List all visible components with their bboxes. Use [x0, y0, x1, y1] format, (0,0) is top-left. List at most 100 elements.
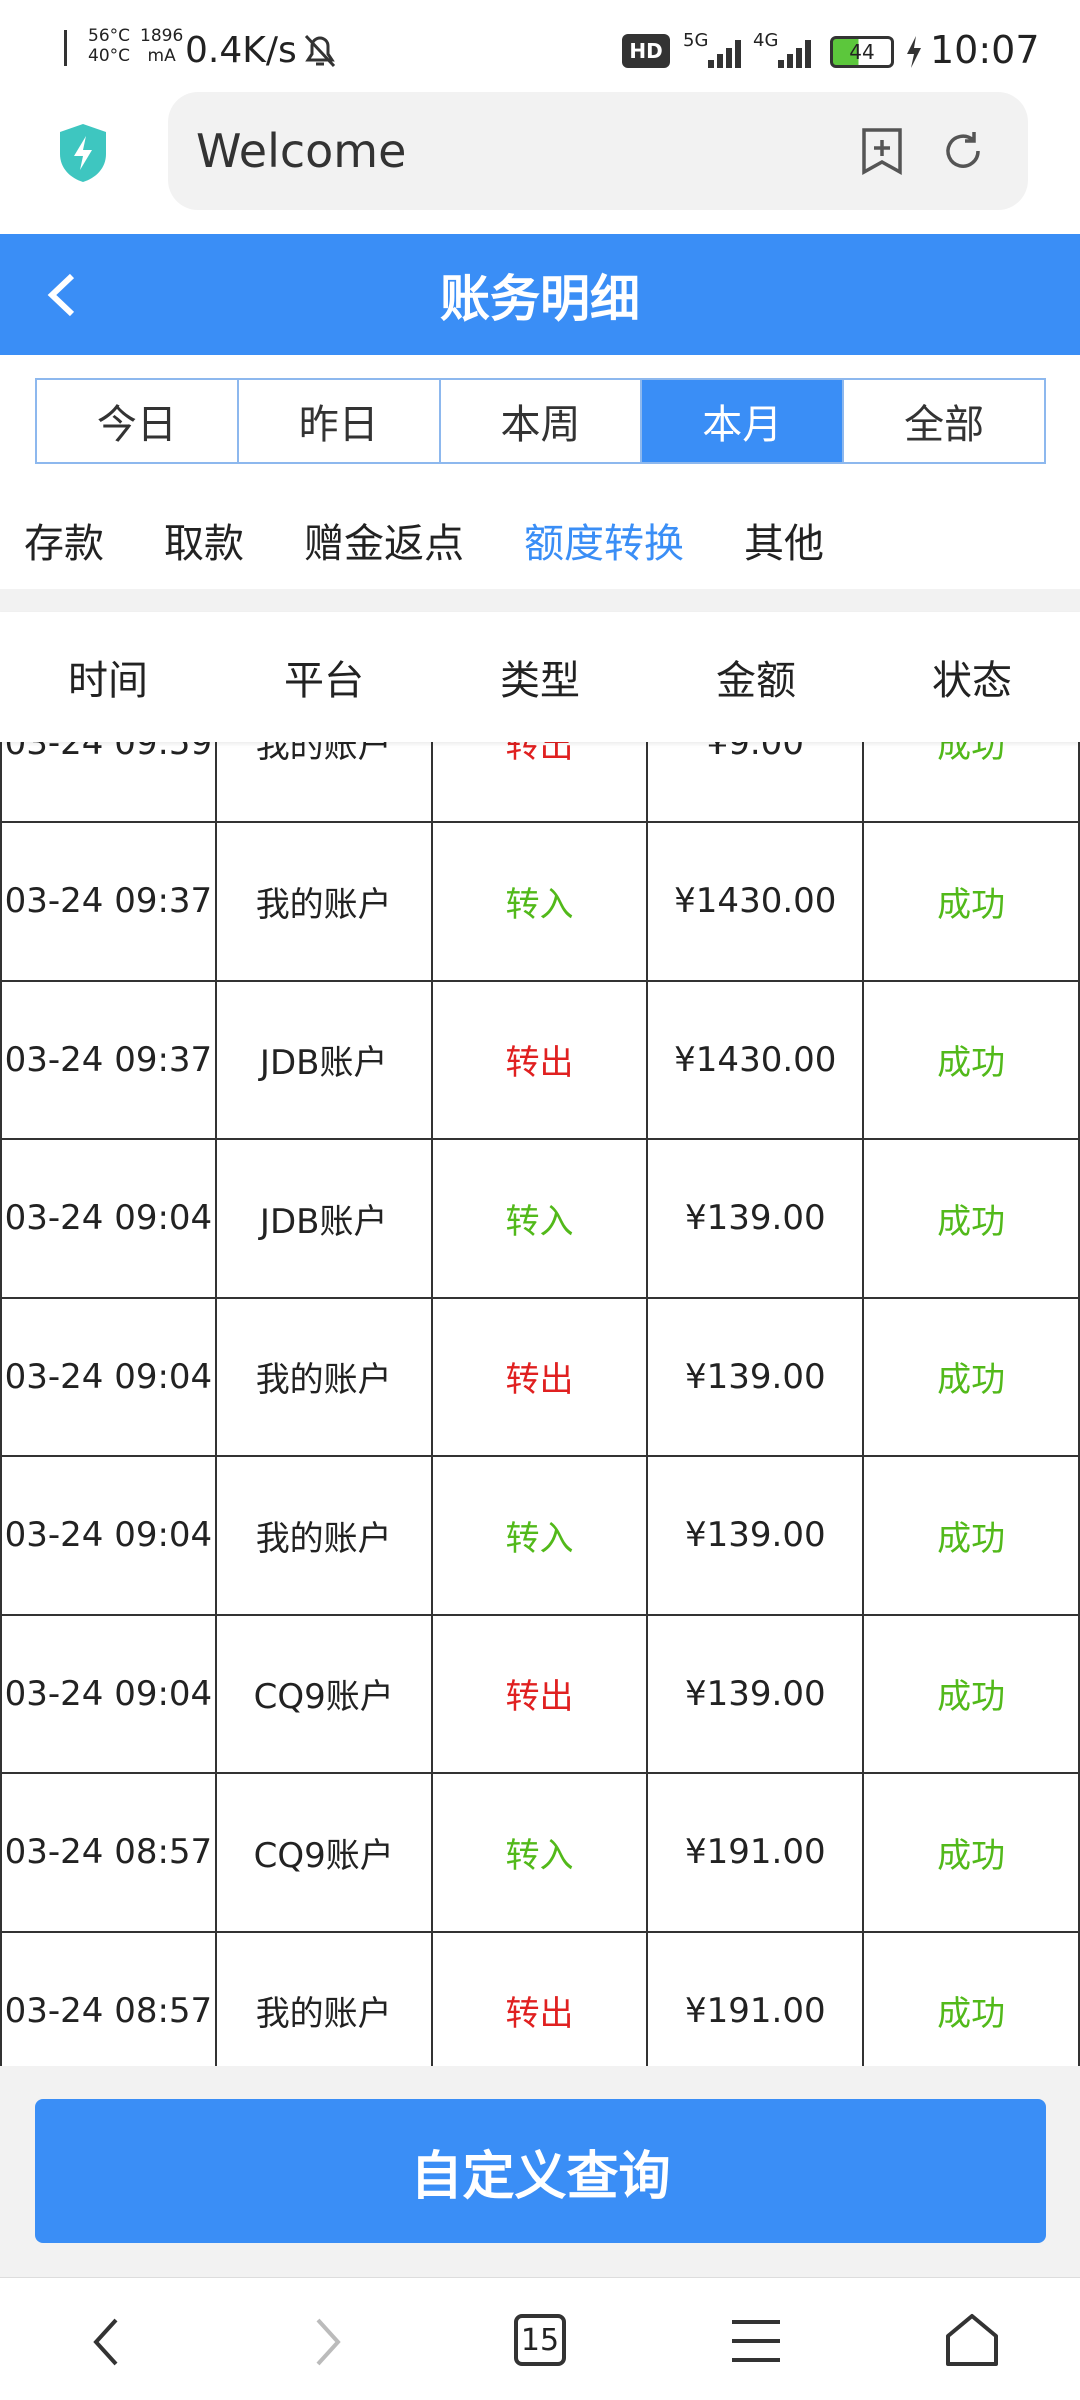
- mute-icon: [304, 34, 336, 68]
- cell-platform: 我的账户: [216, 1457, 433, 1616]
- cell-time: 03-24 09:37: [0, 823, 217, 982]
- cell-amount: ¥139.00: [648, 1298, 865, 1457]
- category-tab[interactable]: 其他: [744, 520, 824, 567]
- net-5g: 5G: [683, 30, 709, 51]
- cell-amount: ¥139.00: [648, 1615, 865, 1774]
- reload-icon[interactable]: [938, 126, 988, 176]
- bookmark-icon[interactable]: [858, 126, 906, 176]
- cell-status: 成功: [864, 1298, 1080, 1457]
- signal-icon: [708, 40, 741, 68]
- column-header: 类型: [500, 658, 580, 704]
- address-text: Welcome: [196, 124, 407, 178]
- cell-status: 成功: [864, 1932, 1080, 2066]
- column-header: 金额: [716, 658, 796, 704]
- cell-status: 成功: [864, 981, 1080, 1140]
- nav-back[interactable]: [86, 2314, 126, 2370]
- browser-bar: Welcome: [0, 80, 1080, 234]
- column-header: 平台: [284, 658, 364, 704]
- cell-status: 成功: [864, 742, 1080, 823]
- cell-platform: 我的账户: [217, 1932, 433, 2066]
- period-tab[interactable]: 本周: [441, 380, 643, 462]
- clock: 10:07: [930, 28, 1040, 72]
- cell-amount: ¥1430.00: [648, 823, 865, 982]
- nav-tabs[interactable]: 15: [514, 2314, 566, 2366]
- cell-time: 03-24 09:04: [0, 1457, 217, 1616]
- category-tab[interactable]: 存款: [24, 520, 104, 567]
- table-row[interactable]: 03-24 09:04 我的账户 转入 ¥139.00 成功: [0, 1457, 1080, 1616]
- nav-home[interactable]: [944, 2312, 1000, 2368]
- cell-time: 03-24 09:04: [0, 1298, 217, 1457]
- table-row[interactable]: 03-24 09:59 我的账户 转出 ¥9.00 成功: [0, 742, 1080, 823]
- cell-time: 03-24 09:04: [0, 1140, 217, 1299]
- cell-type: 转入: [432, 1774, 649, 1933]
- temps: 56°C 40°C: [88, 26, 130, 66]
- address-bar[interactable]: Welcome: [168, 92, 1028, 210]
- temp-high: 56°C: [88, 26, 131, 46]
- cell-platform: 我的账户: [216, 823, 433, 982]
- period-tabs: 今日 昨日 本周 本月 全部: [35, 378, 1046, 464]
- temp-low: 40°C: [88, 46, 131, 66]
- nav-forward[interactable]: [308, 2314, 348, 2370]
- table-row[interactable]: 03-24 09:04 CQ9账户 转出 ¥139.00 成功: [0, 1615, 1080, 1774]
- category-tab[interactable]: 取款: [164, 520, 244, 567]
- signal-icon: [778, 40, 811, 68]
- cell-amount: ¥191.00: [648, 1932, 865, 2066]
- cell-time: 03-24 09:59: [0, 742, 217, 823]
- cell-amount: ¥139.00: [648, 1457, 865, 1616]
- cell-type: 转出: [432, 742, 649, 823]
- table-row[interactable]: 03-24 08:57 我的账户 转出 ¥191.00 成功: [0, 1932, 1080, 2066]
- period-tab[interactable]: 昨日: [239, 380, 441, 462]
- table-row[interactable]: 03-24 09:04 JDB账户 转入 ¥139.00 成功: [0, 1140, 1080, 1299]
- current-unit: mA: [147, 46, 176, 66]
- cell-type: 转出: [432, 1298, 649, 1457]
- cell-time: 03-24 08:57: [0, 1932, 217, 2066]
- cell-platform: CQ9账户: [216, 1774, 433, 1933]
- back-button[interactable]: [44, 272, 80, 318]
- cell-amount: ¥191.00: [648, 1774, 865, 1933]
- period-tab[interactable]: 今日: [37, 380, 239, 462]
- table-row[interactable]: 03-24 09:04 我的账户 转出 ¥139.00 成功: [0, 1298, 1080, 1457]
- category-tab[interactable]: 额度转换: [524, 520, 684, 567]
- current: 1896 mA: [140, 26, 183, 66]
- net-4g: 4G: [753, 30, 779, 51]
- period-tab[interactable]: 本月: [642, 380, 845, 462]
- cell-status: 成功: [864, 1140, 1080, 1299]
- cell-platform: JDB账户: [216, 981, 433, 1140]
- category-tab[interactable]: 赠金返点: [304, 520, 464, 567]
- column-header: 时间: [68, 658, 148, 704]
- separator: [0, 589, 1080, 612]
- charging-icon: [907, 36, 921, 68]
- hd-badge: HD: [622, 34, 670, 68]
- period-tab[interactable]: 全部: [904, 402, 985, 448]
- cell-status: 成功: [864, 823, 1080, 982]
- nav-bar: 15: [0, 2277, 1080, 2400]
- nav-menu[interactable]: [730, 2318, 782, 2364]
- query-button[interactable]: 自定义查询: [35, 2099, 1046, 2243]
- cell-type: 转入: [432, 823, 649, 982]
- cell-time: 03-24 08:57: [0, 1774, 217, 1933]
- table-body: 03-24 09:59 我的账户 转出 ¥9.00 成功 03-24 09:37 我的账户转…: [0, 742, 1080, 2066]
- cell-amount: ¥139.00: [648, 1140, 865, 1299]
- shield-icon[interactable]: [56, 122, 110, 184]
- page-header: 账务明细: [0, 234, 1080, 355]
- query-button-label: 自定义查询: [410, 2146, 671, 2207]
- cell-status: 成功: [864, 1774, 1080, 1933]
- header-title: 账务明细: [440, 269, 640, 328]
- cell-time: 03-24 09:37: [0, 981, 217, 1140]
- table-row[interactable]: 03-24 08:57 CQ9账户 转入 ¥191.00 成功: [0, 1774, 1080, 1933]
- current-value: 1896: [140, 26, 184, 46]
- cell-amount: ¥9.00: [648, 742, 865, 823]
- net-speed: 0.4K/s: [185, 30, 297, 71]
- footer: 自定义查询: [0, 2066, 1080, 2277]
- cell-type: 转入: [432, 1457, 649, 1616]
- cell-type: 转入: [432, 1140, 649, 1299]
- cell-status: 成功: [864, 1457, 1080, 1616]
- table-row[interactable]: 03-24 09:37 JDB账户 转出 ¥1430.00 成功: [0, 981, 1080, 1140]
- table-row[interactable]: 03-24 09:37 我的账户 转入 ¥1430.00 成功: [0, 823, 1080, 982]
- column-header: 状态: [932, 658, 1012, 704]
- cell-platform: CQ9账户: [216, 1615, 433, 1774]
- cell-time: 03-24 09:04: [0, 1615, 217, 1774]
- cell-platform: JDB账户: [216, 1140, 433, 1299]
- table-header: 时间 平台 类型 金额 状态: [0, 612, 1080, 742]
- category-tabs: 存款 取款 赠金返点 额度转换 其他: [0, 490, 1080, 589]
